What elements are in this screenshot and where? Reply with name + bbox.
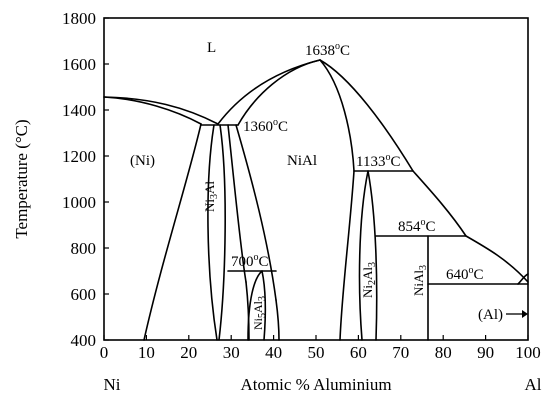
x-tick-label: 40 xyxy=(265,343,282,362)
y-tick-label: 400 xyxy=(71,331,97,350)
nial-left-solvus-outer-lower xyxy=(275,299,280,341)
ni3al-left-boundary xyxy=(207,124,218,341)
compound-label-ni5al3: Ni5Al3 xyxy=(251,296,268,330)
x-tick-label: 10 xyxy=(138,343,155,362)
nial-liquidus-left xyxy=(217,59,321,125)
compound-label-nial3: NiAl3 xyxy=(411,265,429,296)
x-tick-marks xyxy=(103,335,529,340)
x-tick-label: 80 xyxy=(435,343,452,362)
y-tick-label: 600 xyxy=(71,285,97,304)
temp-label-1133: 1133oC xyxy=(356,152,400,170)
ni5al3-right-boundary xyxy=(261,270,267,341)
x-tick-label: 90 xyxy=(477,343,494,362)
solidus-ni-side xyxy=(103,96,202,125)
nial-solidus-left xyxy=(237,59,321,126)
temp-label-700: 700oC xyxy=(231,252,269,270)
x-tick-label: 0 xyxy=(100,343,109,362)
ni5al3-left-boundary xyxy=(247,270,263,341)
al-solvus xyxy=(517,273,529,285)
phase-label-ni: (Ni) xyxy=(130,153,155,169)
y-axis-label: Temperature (°C) xyxy=(12,119,31,238)
nial-left-solvus-lower xyxy=(245,281,250,341)
ni2al3-right-boundary xyxy=(367,170,378,341)
phase-boundaries xyxy=(103,59,529,341)
y-tick-label: 1400 xyxy=(62,101,96,120)
ni2al3-left-boundary xyxy=(358,170,369,341)
x-tick-label: 60 xyxy=(350,343,367,362)
y-tick-label: 1600 xyxy=(62,55,96,74)
ni-solvus xyxy=(143,123,202,341)
nial-left-solvus-outer xyxy=(235,124,277,301)
x-tick-labels: 0 10 20 30 40 50 60 70 80 90 100 xyxy=(100,343,541,362)
liquidus-1133-to-854 xyxy=(412,170,467,237)
x-axis-label: Atomic % Aluminium xyxy=(240,375,391,394)
x-axis-right-end-label: Al xyxy=(525,375,542,394)
nial-left-solvus xyxy=(227,124,247,283)
liquidus-854-to-640 xyxy=(465,235,529,283)
compound-label-ni2al3: Ni2Al3 xyxy=(360,262,378,298)
nial-liquidus-right xyxy=(319,59,414,172)
plot-frame xyxy=(103,17,529,341)
y-tick-label: 1000 xyxy=(62,193,96,212)
y-tick-label: 1200 xyxy=(62,147,96,166)
y-tick-labels: 400 600 800 1000 1200 1400 1600 1800 xyxy=(62,9,96,350)
temp-label-854: 854oC xyxy=(398,217,436,235)
y-tick-label: 1800 xyxy=(62,9,96,28)
ni3al-right-boundary xyxy=(218,124,226,341)
y-tick-marks xyxy=(104,17,109,341)
nial-right-solvus xyxy=(339,170,355,341)
temp-label-640: 640oC xyxy=(446,265,484,283)
phase-label-liquid: L xyxy=(207,40,216,56)
liquidus-ni-side xyxy=(103,96,219,125)
x-tick-label: 30 xyxy=(223,343,240,362)
x-tick-label: 50 xyxy=(308,343,325,362)
x-tick-label: 100 xyxy=(515,343,541,362)
phase-label-nial: NiAl xyxy=(287,153,317,169)
x-tick-label: 20 xyxy=(180,343,197,362)
temp-label-1638: 1638oC xyxy=(305,41,350,59)
y-tick-label: 800 xyxy=(71,239,97,258)
compound-label-ni3al: Ni3Al xyxy=(202,181,220,212)
phase-label-al: (Al) xyxy=(478,307,503,323)
nial-solidus-right xyxy=(319,59,355,172)
x-tick-label: 70 xyxy=(392,343,409,362)
temp-label-1360: 1360oC xyxy=(243,117,288,135)
al-arrow xyxy=(506,310,528,318)
x-axis-left-end-label: Ni xyxy=(104,375,121,394)
